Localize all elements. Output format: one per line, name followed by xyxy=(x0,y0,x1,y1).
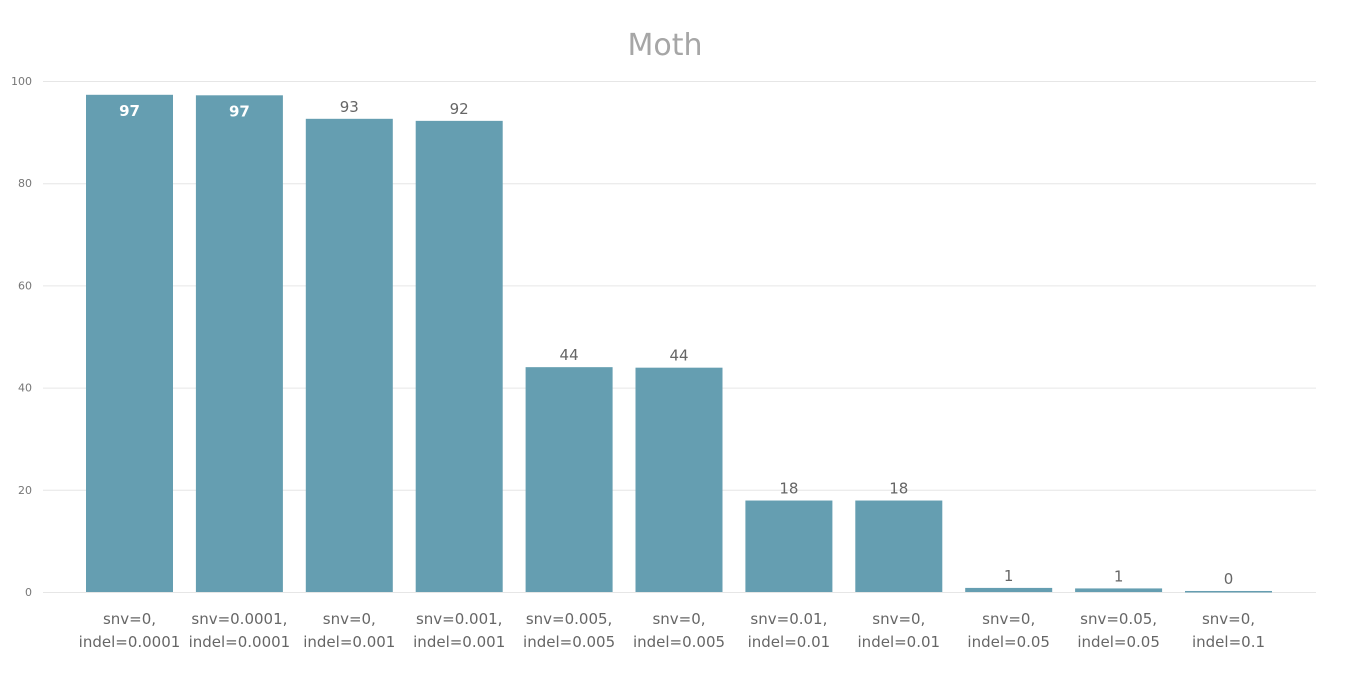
bar xyxy=(1185,590,1272,593)
bar-value-label: 1 xyxy=(1114,567,1124,585)
bar xyxy=(305,118,393,593)
y-tick-label: 40 xyxy=(18,382,32,395)
y-tick-label: 80 xyxy=(18,177,32,190)
bar xyxy=(415,120,503,592)
x-tick-label: indel=0.01 xyxy=(858,633,941,651)
x-tick-label: indel=0.01 xyxy=(748,633,831,651)
bar-value-label: 93 xyxy=(340,98,359,116)
bar xyxy=(86,94,173,592)
bar xyxy=(1075,588,1163,592)
x-tick-label: indel=0.0001 xyxy=(189,633,291,651)
x-tick-label: snv=0.0001, xyxy=(191,610,287,628)
x-tick-label: indel=0.05 xyxy=(1077,633,1160,651)
x-tick-label: indel=0.05 xyxy=(967,633,1050,651)
y-tick-label: 60 xyxy=(18,279,32,292)
bar-value-label: 1 xyxy=(1004,567,1014,585)
x-tick-label: indel=0.005 xyxy=(633,633,725,651)
x-tick-label: indel=0.1 xyxy=(1192,633,1265,651)
bar xyxy=(855,500,943,592)
bar-value-label: 0 xyxy=(1224,570,1234,588)
bar xyxy=(195,95,283,593)
bar-value-label: 97 xyxy=(229,102,250,120)
chart-title: Moth xyxy=(627,28,703,63)
x-tick-label: snv=0.001, xyxy=(416,610,502,628)
x-tick-label: snv=0.05, xyxy=(1080,610,1157,628)
y-tick-label: 20 xyxy=(18,484,32,497)
bar-value-label: 44 xyxy=(669,347,688,365)
bar-value-label: 97 xyxy=(119,102,140,120)
x-tick-label: indel=0.001 xyxy=(303,633,395,651)
x-tick-label: snv=0, xyxy=(982,610,1035,628)
x-tick-label: snv=0, xyxy=(323,610,376,628)
data-labels: 97 97 93 92 44 44 18 18 1 1 0 xyxy=(119,98,1233,588)
x-axis: snv=0, indel=0.0001 snv=0.0001, indel=0.000… xyxy=(79,610,1265,651)
x-tick-label: snv=0, xyxy=(103,610,156,628)
bar xyxy=(525,367,613,592)
bar-value-label: 92 xyxy=(450,100,469,118)
y-tick-label: 0 xyxy=(25,586,32,599)
x-tick-label: indel=0.005 xyxy=(523,633,615,651)
bar-value-label: 18 xyxy=(889,480,908,498)
y-axis: 0 20 40 60 80 100 xyxy=(11,75,32,599)
bar xyxy=(635,367,723,592)
x-tick-label: indel=0.001 xyxy=(413,633,505,651)
x-tick-label: snv=0, xyxy=(1202,610,1255,628)
bar xyxy=(745,500,833,592)
bar-value-label: 44 xyxy=(560,346,579,364)
x-tick-label: snv=0, xyxy=(652,610,705,628)
bars xyxy=(86,94,1272,593)
x-tick-label: indel=0.0001 xyxy=(79,633,181,651)
x-tick-label: snv=0, xyxy=(872,610,925,628)
x-tick-label: snv=0.01, xyxy=(750,610,827,628)
bar-value-label: 18 xyxy=(779,480,798,498)
bar xyxy=(965,587,1053,592)
y-tick-label: 100 xyxy=(11,75,32,88)
x-tick-label: snv=0.005, xyxy=(526,610,612,628)
